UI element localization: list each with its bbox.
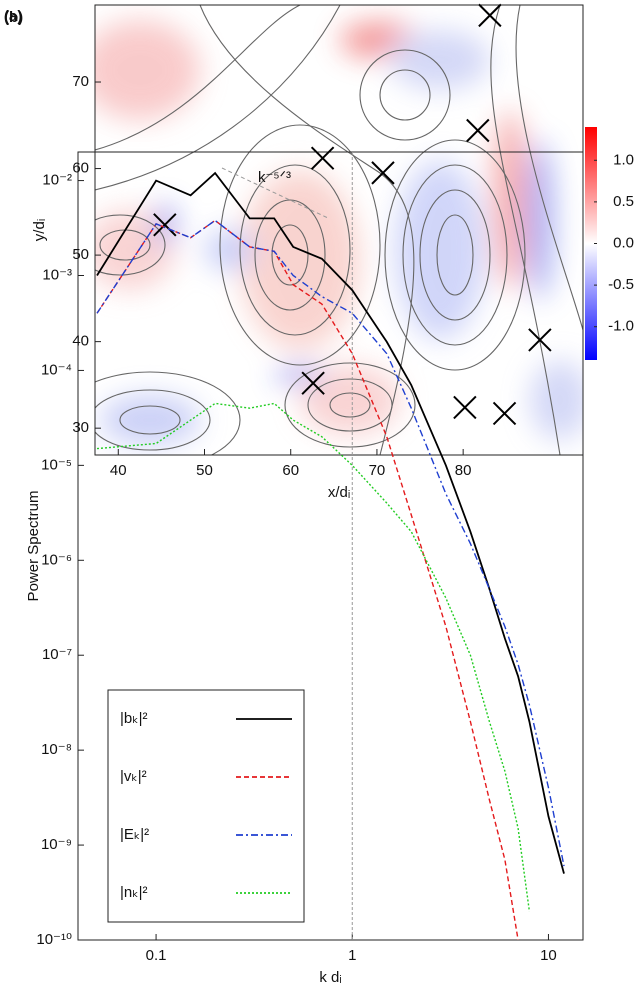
slope-guide — [221, 167, 329, 219]
x-point-marker — [492, 401, 517, 426]
colorbar-tick-label: 0.5 — [613, 193, 634, 210]
y-tick-label: 10⁻⁹ — [41, 836, 72, 853]
x-tick-label: 80 — [455, 462, 472, 479]
x-tick-label: 50 — [196, 462, 213, 479]
series-line — [96, 219, 565, 867]
y-tick-label: 10⁻⁶ — [41, 551, 72, 568]
x-point-marker — [528, 328, 552, 352]
legend-label: |vₖ|² — [120, 768, 147, 785]
colorbar-tick-label: 1.0 — [613, 151, 634, 168]
colorbar — [585, 127, 597, 360]
colorbar-tick-label: -1.0 — [608, 318, 634, 335]
series-group — [96, 171, 565, 940]
series-line — [96, 171, 565, 874]
x-axis-label: x/dᵢ — [328, 484, 350, 501]
x-point-marker — [153, 213, 177, 237]
y-tick-label: 70 — [72, 73, 89, 90]
x-tick-label: 60 — [282, 462, 299, 479]
x-point-marker — [371, 161, 395, 185]
y-tick-label: 10⁻⁵ — [41, 456, 72, 473]
panel-label: (a) — [4, 8, 22, 25]
x-tick-label: 0.1 — [146, 947, 167, 964]
colorbar-tick-label: -0.5 — [608, 276, 634, 293]
y-tick-label: 30 — [72, 419, 89, 436]
legend-label: |bₖ|² — [120, 710, 148, 727]
x-point-marker — [310, 146, 335, 170]
y-tick-label: 10⁻⁸ — [41, 741, 72, 758]
y-tick-label: 60 — [72, 160, 89, 177]
legend-label: |nₖ|² — [120, 884, 148, 901]
legend-box — [107, 689, 305, 923]
y-tick-label: 10⁻³ — [42, 266, 72, 283]
x-tick-label: 1 — [348, 947, 356, 964]
x-tick-label: 70 — [369, 462, 386, 479]
y-tick-label: 10⁻² — [42, 172, 72, 189]
field-background — [95, 5, 583, 455]
x-tick-label: 40 — [110, 462, 127, 479]
series-line — [96, 402, 531, 912]
x-axis-label: k dᵢ — [319, 969, 341, 986]
y-axis-label: y/dᵢ — [31, 219, 48, 241]
y-tick-label: 10⁻¹⁰ — [36, 931, 72, 948]
plot-frame — [77, 151, 584, 941]
x-point-marker — [453, 395, 477, 420]
panel-label: (b) — [4, 9, 23, 26]
y-tick-label: 50 — [72, 246, 89, 263]
annotation: k⁻⁵ᐟ³ — [258, 169, 291, 186]
y-tick-label: 40 — [72, 333, 89, 350]
x-point-marker — [301, 371, 325, 395]
colorbar-tick-label: 0.0 — [613, 234, 634, 251]
y-axis-label: Power Spectrum — [25, 491, 42, 602]
y-tick-label: 10⁻⁴ — [41, 361, 72, 378]
legend-label: |Eₖ|² — [120, 826, 149, 843]
series-line — [96, 219, 519, 940]
x-point-marker — [478, 3, 502, 28]
x-tick-label: 10 — [540, 947, 557, 964]
y-tick-label: 10⁻⁷ — [42, 646, 72, 663]
x-point-marker — [466, 118, 490, 143]
